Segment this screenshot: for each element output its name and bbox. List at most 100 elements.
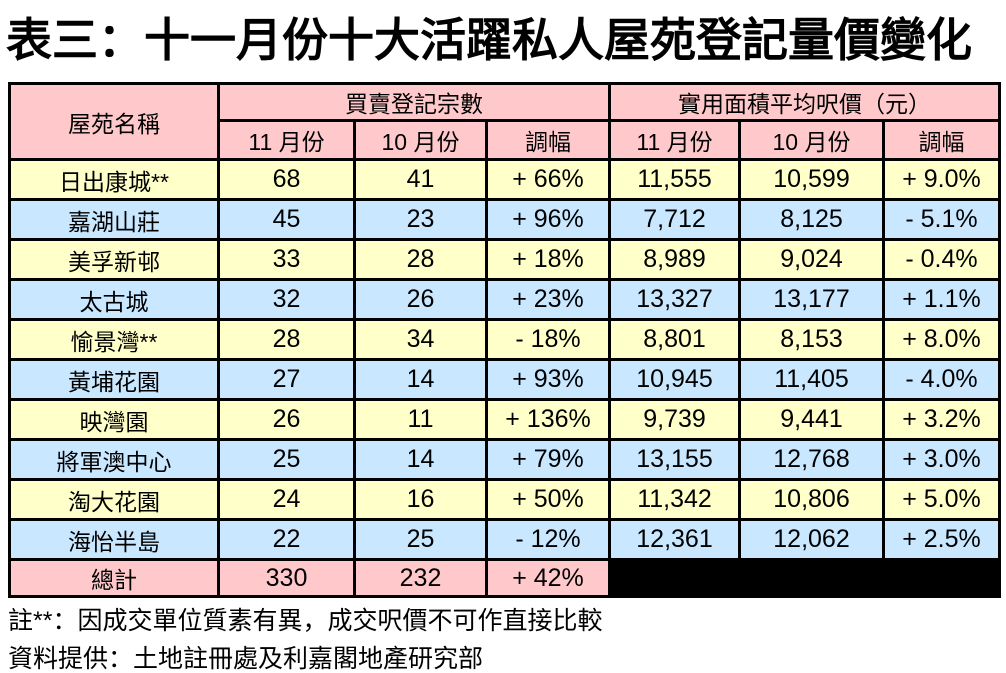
price-chg-cell: - 4.0% — [881, 358, 1002, 401]
reg-oct-cell: 41 — [353, 158, 488, 201]
price-chg-cell: + 3.2% — [881, 398, 1002, 441]
price-nov-cell: 11,342 — [608, 478, 741, 521]
reg-chg-cell: + 18% — [485, 238, 611, 281]
price-chg-cell: - 0.4% — [881, 238, 1002, 281]
header-reg-nov: 11 月份 — [217, 119, 356, 161]
price-nov-cell: 10,945 — [608, 358, 741, 401]
reg-oct-cell: 23 — [353, 198, 488, 241]
reg-oct-cell: 14 — [353, 438, 488, 481]
footnote-quality-note: 註**：因成交單位質素有異，成交呎價不可作直接比較 — [8, 607, 603, 635]
header-price-nov: 11 月份 — [608, 119, 741, 161]
price-nov-cell: 13,155 — [608, 438, 741, 481]
price-nov-cell: 7,712 — [608, 198, 741, 241]
price-oct-cell: 11,405 — [738, 358, 885, 401]
price-nov-cell: 8,801 — [608, 318, 741, 361]
table-row: 愉景灣** 28 34 - 18% 8,801 8,153 + 8.0% — [8, 318, 1002, 361]
header-estate-name: 屋苑名稱 — [8, 82, 220, 161]
reg-nov-cell: 25 — [217, 438, 356, 481]
reg-oct-cell: 25 — [353, 518, 488, 561]
estate-name-cell: 日出康城** — [8, 158, 220, 201]
reg-chg-cell: + 136% — [485, 398, 611, 441]
header-row-groups: 屋苑名稱 買賣登記宗數 實用面積平均呎價（元） — [8, 82, 1002, 161]
blacked-out-cell — [607, 558, 1002, 598]
estates-table: 屋苑名稱 買賣登記宗數 實用面積平均呎價（元） 11 月份 10 月份 調幅 1… — [8, 82, 1002, 598]
table-row: 嘉湖山莊 45 23 + 96% 7,712 8,125 - 5.1% — [8, 198, 1002, 241]
reg-oct-cell: 16 — [353, 478, 488, 521]
price-nov-cell: 11,555 — [608, 158, 741, 201]
price-oct-cell: 10,806 — [738, 478, 885, 521]
reg-nov-cell: 24 — [217, 478, 356, 521]
price-oct-cell: 9,441 — [738, 398, 885, 441]
header-row-sub: 11 月份 10 月份 調幅 11 月份 10 月份 調幅 — [10, 119, 1002, 161]
table-row: 太古城 32 26 + 23% 13,327 13,177 + 1.1% — [8, 278, 1002, 321]
price-oct-cell: 12,062 — [738, 518, 885, 561]
estate-name-cell: 太古城 — [8, 278, 220, 321]
price-oct-cell: 8,153 — [738, 318, 885, 361]
table-row: 映灣園 26 11 + 136% 9,739 9,441 + 3.2% — [8, 398, 1002, 441]
footnote-source: 資料提供：土地註冊處及利嘉閣地產研究部 — [8, 645, 484, 673]
price-oct-cell: 10,599 — [738, 158, 885, 201]
reg-nov-cell: 32 — [217, 278, 356, 321]
reg-oct-cell: 34 — [353, 318, 488, 361]
estate-name-cell: 映灣園 — [8, 398, 220, 441]
estate-name-cell: 將軍澳中心 — [8, 438, 220, 481]
price-chg-cell: + 3.0% — [881, 438, 1002, 481]
reg-nov-cell: 68 — [217, 158, 356, 201]
reg-nov-cell: 26 — [217, 398, 356, 441]
price-chg-cell: + 9.0% — [881, 158, 1002, 201]
reg-chg-cell: + 96% — [485, 198, 611, 241]
reg-chg-cell: + 66% — [485, 158, 611, 201]
estate-name-cell: 黃埔花園 — [8, 358, 220, 401]
estate-name-cell: 海怡半島 — [8, 518, 220, 561]
estate-name-cell: 美孚新邨 — [8, 238, 220, 281]
header-group-registrations: 買賣登記宗數 — [217, 82, 611, 122]
estate-name-cell: 淘大花園 — [8, 478, 220, 521]
price-chg-cell: + 2.5% — [881, 518, 1002, 561]
total-label-cell: 總計 — [8, 558, 220, 598]
reg-chg-cell: + 79% — [485, 438, 611, 481]
price-oct-cell: 13,177 — [738, 278, 885, 321]
table-row: 淘大花園 24 16 + 50% 11,342 10,806 + 5.0% — [8, 478, 1002, 521]
price-chg-cell: + 1.1% — [881, 278, 1002, 321]
price-nov-cell: 8,989 — [608, 238, 741, 281]
reg-nov-cell: 22 — [217, 518, 356, 561]
total-reg-nov-cell: 330 — [217, 558, 356, 598]
header-reg-chg: 調幅 — [485, 119, 611, 161]
table-row: 黃埔花園 27 14 + 93% 10,945 11,405 - 4.0% — [8, 358, 1002, 401]
total-reg-oct-cell: 232 — [353, 558, 488, 598]
reg-chg-cell: + 93% — [485, 358, 611, 401]
estate-name-cell: 愉景灣** — [8, 318, 220, 361]
reg-nov-cell: 28 — [217, 318, 356, 361]
price-nov-cell: 12,361 — [608, 518, 741, 561]
header-reg-oct: 10 月份 — [353, 119, 488, 161]
reg-chg-cell: - 12% — [485, 518, 611, 561]
reg-chg-cell: + 50% — [485, 478, 611, 521]
table-row: 將軍澳中心 25 14 + 79% 13,155 12,768 + 3.0% — [8, 438, 1002, 481]
table-row: 日出康城** 68 41 + 66% 11,555 10,599 + 9.0% — [8, 158, 1002, 201]
estate-name-cell: 嘉湖山莊 — [8, 198, 220, 241]
price-chg-cell: + 5.0% — [881, 478, 1002, 521]
reg-chg-cell: + 23% — [485, 278, 611, 321]
price-chg-cell: - 5.1% — [881, 198, 1002, 241]
header-price-oct: 10 月份 — [738, 119, 885, 161]
price-nov-cell: 13,327 — [608, 278, 741, 321]
table-row: 海怡半島 22 25 - 12% 12,361 12,062 + 2.5% — [8, 518, 1002, 561]
reg-nov-cell: 33 — [217, 238, 356, 281]
table-row: 美孚新邨 33 28 + 18% 8,989 9,024 - 0.4% — [8, 238, 1002, 281]
price-chg-cell: + 8.0% — [881, 318, 1002, 361]
header-price-chg: 調幅 — [881, 119, 1002, 161]
reg-oct-cell: 28 — [353, 238, 488, 281]
reg-oct-cell: 11 — [353, 398, 488, 441]
reg-chg-cell: - 18% — [485, 318, 611, 361]
header-group-price: 實用面積平均呎價（元） — [607, 82, 1002, 122]
reg-nov-cell: 45 — [217, 198, 356, 241]
price-nov-cell: 9,739 — [608, 398, 741, 441]
price-oct-cell: 8,125 — [738, 198, 885, 241]
total-reg-chg-cell: + 42% — [485, 558, 611, 598]
reg-nov-cell: 27 — [217, 358, 356, 401]
total-row: 總計 330 232 + 42% — [8, 558, 1002, 598]
page-title: 表三：十一月份十大活躍私人屋苑登記量價變化 — [6, 14, 972, 66]
price-oct-cell: 9,024 — [738, 238, 885, 281]
reg-oct-cell: 26 — [353, 278, 488, 321]
